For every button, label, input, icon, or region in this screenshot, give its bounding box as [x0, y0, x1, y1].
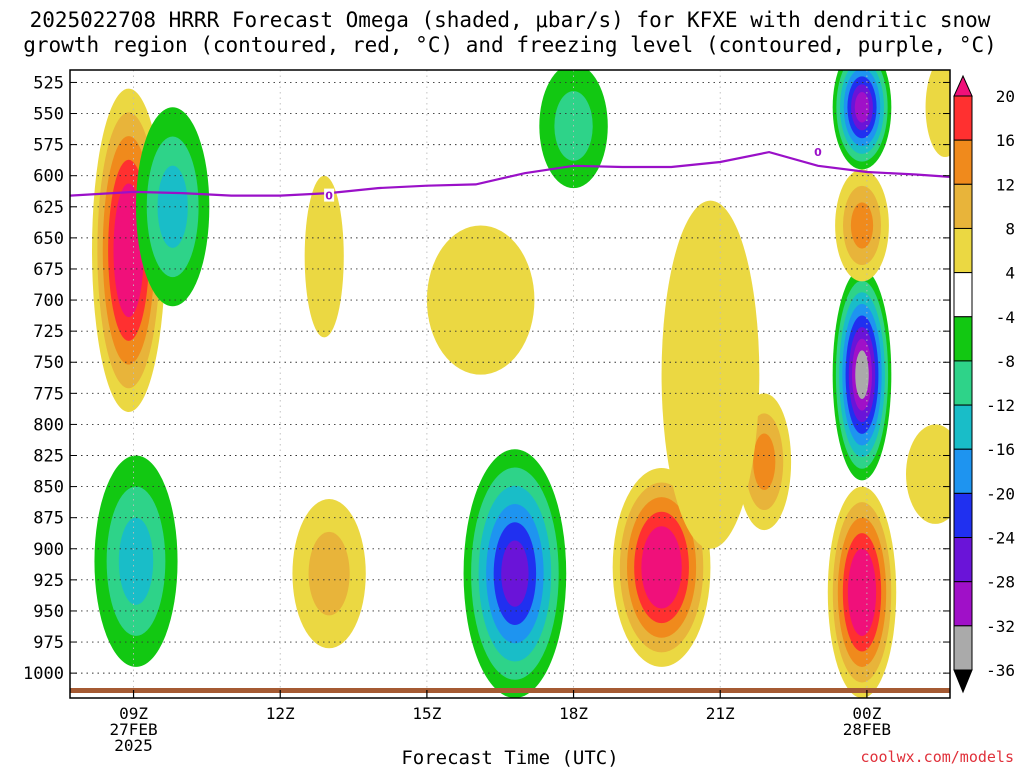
omega-contour-16-level-1: [925, 70, 950, 158]
x-tick-label-3-line1: 18Z: [559, 704, 588, 723]
omega-contour-2-level-3: [118, 517, 154, 605]
colorbar-label-1: 16: [996, 131, 1015, 150]
omega-contour-5-level-6: [648, 540, 675, 594]
y-tick-label-575: 575: [33, 136, 64, 156]
freezing-level-line: [70, 150, 950, 197]
x-tick-label-1-line1: 12Z: [266, 704, 295, 723]
omega-contour-13-level-1: [304, 175, 344, 338]
colorbar-swatch-9: [953, 492, 973, 539]
y-axis-pressure: 525 550 575 600 625 650 675 700 725 750 775 800 825 8…: [23, 73, 950, 684]
y-tick-label-950: 950: [33, 602, 64, 622]
colorbar-label-8: -16: [986, 440, 1015, 459]
x-tick-label-5-line2: 28FEB: [843, 720, 891, 739]
freezing-level-contour: 00: [70, 145, 950, 203]
chart-title-line2: growth region (contoured, red, °C) and f…: [23, 33, 997, 57]
colorbar-bottom-arrow: [953, 669, 973, 694]
colorbar-label-4: 4: [1005, 264, 1015, 283]
colorbar-label-10: -24: [986, 529, 1015, 548]
omega-contour-0-level-6: [118, 207, 139, 294]
omega-contour-6-level-3: [753, 433, 776, 490]
colorbar-swatch-12: [953, 625, 973, 671]
colorbar-label-0: 20: [996, 87, 1015, 106]
y-tick-label-825: 825: [33, 447, 64, 467]
colorbar-swatch-5: [953, 316, 973, 362]
y-tick-label-875: 875: [33, 509, 64, 529]
y-tick-label-625: 625: [33, 198, 64, 218]
x-axis-label: Forecast Time (UTC): [401, 747, 618, 768]
omega-contour-14-level-1: [661, 200, 760, 549]
omega-contour-3-level-2: [308, 531, 350, 616]
x-tick-label-5-line1: 00Z: [852, 704, 881, 723]
omega-contour-7-level-6: [852, 564, 872, 621]
plot-frame: [69, 69, 951, 699]
colorbar-label-5: -4: [996, 308, 1015, 327]
y-tick-label-525: 525: [33, 73, 64, 93]
colorbar-label-2: 12: [996, 175, 1015, 194]
colorbar-swatch-2: [953, 183, 973, 229]
omega-contour-10-level-3: [850, 202, 874, 249]
freezing-level-label-bg-1: [813, 145, 823, 159]
y-tick-label-650: 650: [33, 229, 64, 249]
omega-contour-1-level-3: [157, 165, 188, 248]
colorbar-label-12: -32: [986, 617, 1015, 636]
colorbar-swatch-4: [953, 272, 973, 318]
y-tick-label-750: 750: [33, 353, 64, 373]
y-tick-label-850: 850: [33, 478, 64, 498]
credit-text: coolwx.com/models: [860, 748, 1014, 766]
freezing-level-label-1: 0: [814, 146, 822, 159]
colorbar-label-11: -28: [986, 573, 1015, 592]
omega-contour-12-level-1: [426, 225, 535, 375]
colorbar-swatch-6: [953, 360, 973, 406]
x-tick-label-0-line3: 2025: [114, 736, 153, 755]
omega-contour-9-level-7: [854, 92, 870, 123]
colorbar-legend: 20 16 12 8 4 -4 -8 -12 -16 -20 -24 -28 -32 -36: [953, 74, 1015, 694]
colorbar-label-13: -36: [986, 661, 1015, 680]
colorbar-swatch-10: [953, 537, 973, 583]
colorbar-label-9: -20: [986, 484, 1015, 503]
y-tick-label-675: 675: [33, 260, 64, 280]
colorbar-label-3: 8: [1005, 219, 1015, 238]
omega-contour-4-level-6: [501, 540, 529, 607]
y-tick-label-725: 725: [33, 322, 64, 342]
chart-title-line1: 2025022708 HRRR Forecast Omega (shaded, …: [30, 8, 991, 32]
x-tick-label-4-line1: 21Z: [706, 704, 735, 723]
colorbar-swatch-3: [953, 227, 973, 274]
colorbar-swatch-7: [953, 404, 973, 450]
ground-surface-bar: [70, 688, 950, 693]
colorbar-swatch-11: [953, 581, 973, 627]
omega-shading-layer: [92, 70, 950, 698]
colorbar-swatch-0: [953, 95, 973, 141]
y-tick-label-1000: 1000: [23, 664, 64, 684]
colorbar-swatch-8: [953, 448, 973, 494]
freezing-level-label-bg-0: [324, 188, 335, 202]
colorbar-swatch-1: [953, 139, 973, 185]
omega-contour-15-level-1: [906, 424, 950, 524]
y-tick-label-975: 975: [33, 633, 64, 653]
colorbar-top-arrow: [953, 74, 973, 97]
freezing-level-label-0: 0: [325, 190, 333, 203]
colorbar-label-7: -12: [986, 396, 1015, 415]
omega-contour-8-level-8: [855, 350, 869, 399]
y-tick-label-600: 600: [33, 167, 64, 187]
x-tick-label-0-line1: 09Z: [119, 704, 148, 723]
y-tick-label-700: 700: [33, 291, 64, 311]
y-tick-label-775: 775: [33, 384, 64, 404]
y-tick-label-800: 800: [33, 415, 64, 435]
y-tick-label-925: 925: [33, 571, 64, 591]
y-tick-label-550: 550: [33, 105, 64, 125]
y-tick-label-900: 900: [33, 540, 64, 560]
x-tick-label-0-line2: 27FEB: [109, 720, 157, 739]
colorbar-label-6: -8: [996, 352, 1015, 371]
x-tick-label-2-line1: 15Z: [412, 704, 441, 723]
